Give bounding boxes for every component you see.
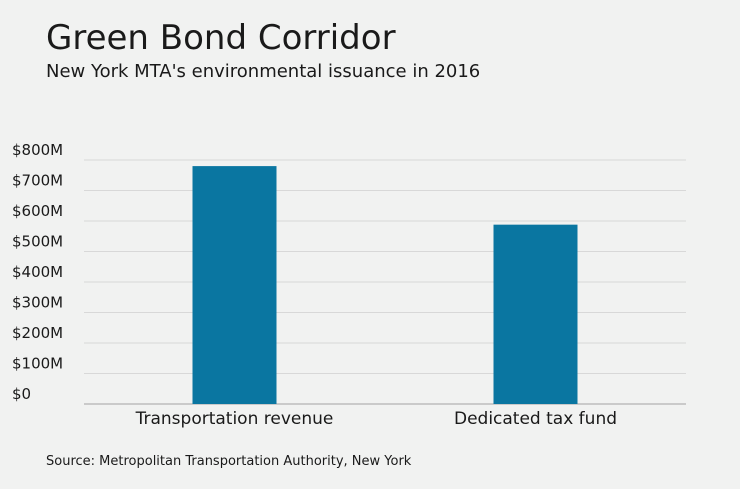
- x-tick-label: Dedicated tax fund: [454, 409, 617, 429]
- x-tick-label: Transportation revenue: [135, 409, 334, 429]
- y-tick-label: $200M: [12, 324, 63, 342]
- chart-title: Green Bond Corridor: [46, 18, 396, 58]
- y-tick-label: $600M: [12, 202, 63, 220]
- y-tick-label: $0: [12, 385, 31, 403]
- y-tick-label: $800M: [12, 141, 63, 159]
- y-tick-label: $700M: [12, 172, 63, 190]
- bar: [192, 166, 277, 404]
- source-note: Source: Metropolitan Transportation Auth…: [46, 454, 412, 469]
- y-tick-label: $500M: [12, 233, 63, 251]
- y-tick-label: $300M: [12, 294, 63, 312]
- y-tick-label: $400M: [12, 263, 63, 281]
- bar: [493, 224, 578, 404]
- chart-subtitle: New York MTA's environmental issuance in…: [46, 61, 481, 82]
- y-tick-label: $100M: [12, 355, 63, 373]
